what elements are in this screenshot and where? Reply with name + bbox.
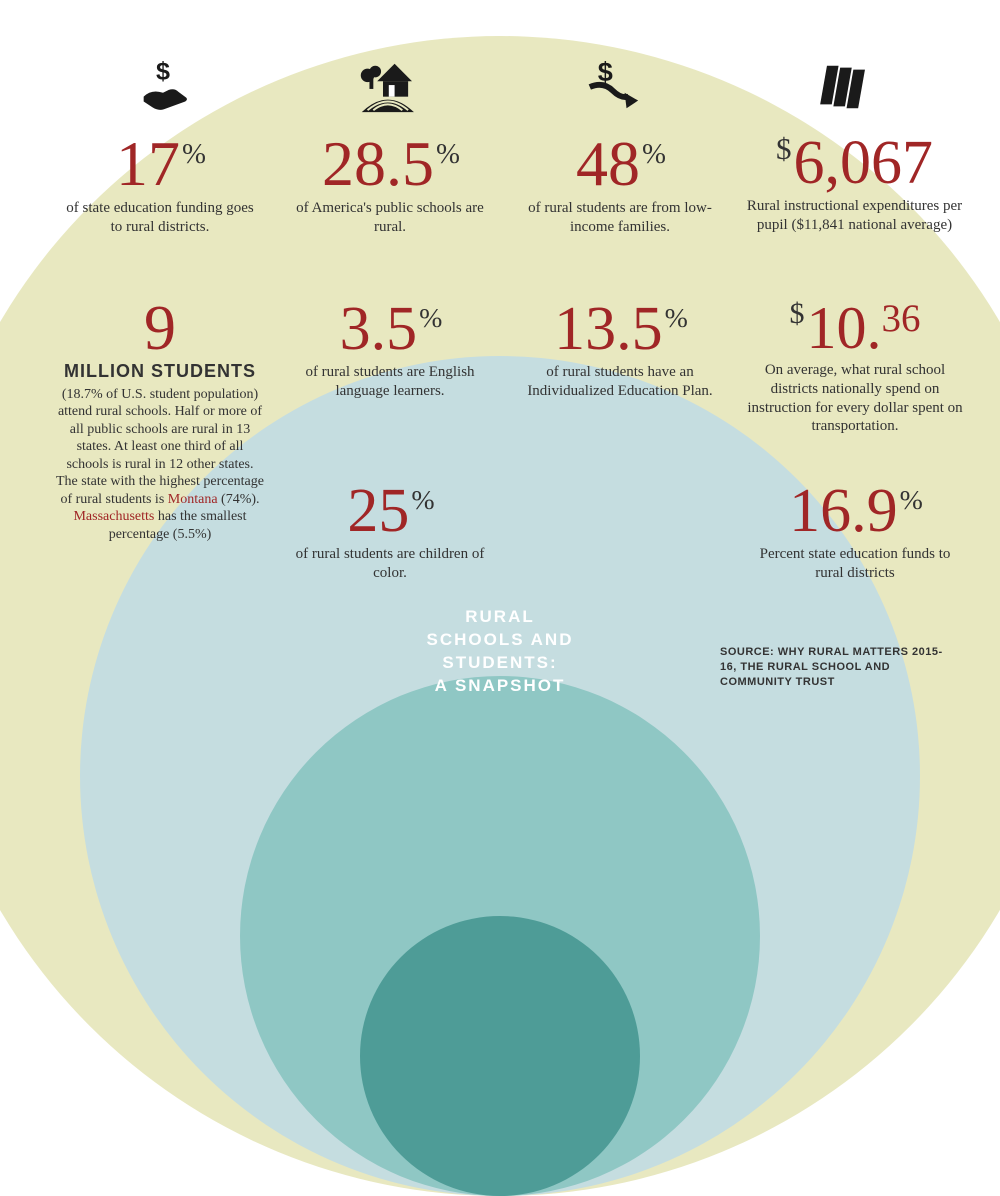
stat-value: 17% <box>60 134 260 195</box>
stat-schools-28-5: 28.5% of America's public schools are ru… <box>285 134 495 236</box>
stat-desc: of state education funding goes to rural… <box>60 199 260 237</box>
stat-9-million: 9 MILLION STUDENTS (18.7% of U.S. studen… <box>55 298 265 543</box>
stat-desc: of rural students are children of color. <box>290 545 490 583</box>
money-hand-icon: $ <box>58 58 268 121</box>
title-line: A SNAPSHOT <box>427 675 574 698</box>
stat-ell-3-5: 3.5% of rural students are English langu… <box>290 300 490 400</box>
stat-color-25: 25% of rural students are children of co… <box>290 482 490 582</box>
stat-expenditure-6067: $6,067 Rural instructional expenditures … <box>742 134 967 234</box>
stat-value: 25% <box>290 482 490 541</box>
stat-desc: of rural students are from low-income fa… <box>520 199 720 237</box>
farm-house-icon <box>283 58 493 121</box>
stat-iep-13-5: 13.5% of rural students have an Individu… <box>515 300 725 400</box>
stat-desc: Rural instructional expenditures per pup… <box>742 197 967 235</box>
stat-value: 28.5% <box>285 134 495 195</box>
content-layer: $ $ 17% of state education funding goes … <box>0 0 1000 746</box>
stat-desc: (18.7% of U.S. student population) atten… <box>55 386 265 544</box>
stat-value: 13.5% <box>515 300 725 359</box>
stat-lowincome-48: 48% of rural students are from low-incom… <box>520 134 720 236</box>
stat-value: 3.5% <box>290 300 490 359</box>
icon-row: $ $ <box>0 58 1000 121</box>
stat-value: 48% <box>520 134 720 195</box>
stat-desc: Percent state education funds to rural d… <box>745 545 965 583</box>
title-line: STUDENTS: <box>427 652 574 675</box>
svg-text:$: $ <box>156 58 170 85</box>
title-line: SCHOOLS AND <box>427 629 574 652</box>
title-line: RURAL <box>427 606 574 629</box>
stat-funds-16-9: 16.9% Percent state education funds to r… <box>745 482 965 582</box>
stat-desc: of America's public schools are rural. <box>285 199 495 237</box>
stat-value: $10.36 <box>745 300 965 357</box>
stat-desc: of rural students are English language l… <box>290 363 490 401</box>
stat-value: $6,067 <box>742 134 967 193</box>
stat-value: 9 <box>55 298 265 359</box>
books-icon <box>733 58 943 121</box>
stat-funding-17: 17% of state education funding goes to r… <box>60 134 260 236</box>
stat-subtitle: MILLION STUDENTS <box>55 361 265 382</box>
arc-core <box>360 916 640 1196</box>
center-title: RURAL SCHOOLS AND STUDENTS: A SNAPSHOT <box>427 606 574 698</box>
stat-desc: of rural students have an Individualized… <box>515 363 725 401</box>
source-credit: SOURCE: WHY RURAL MATTERS 2015-16, THE R… <box>720 645 950 690</box>
stat-desc: On average, what rural school districts … <box>745 361 965 436</box>
dollar-down-icon: $ <box>508 58 718 121</box>
stat-value: 16.9% <box>745 482 965 541</box>
stat-spend-10-36: $10.36 On average, what rural school dis… <box>745 300 965 436</box>
